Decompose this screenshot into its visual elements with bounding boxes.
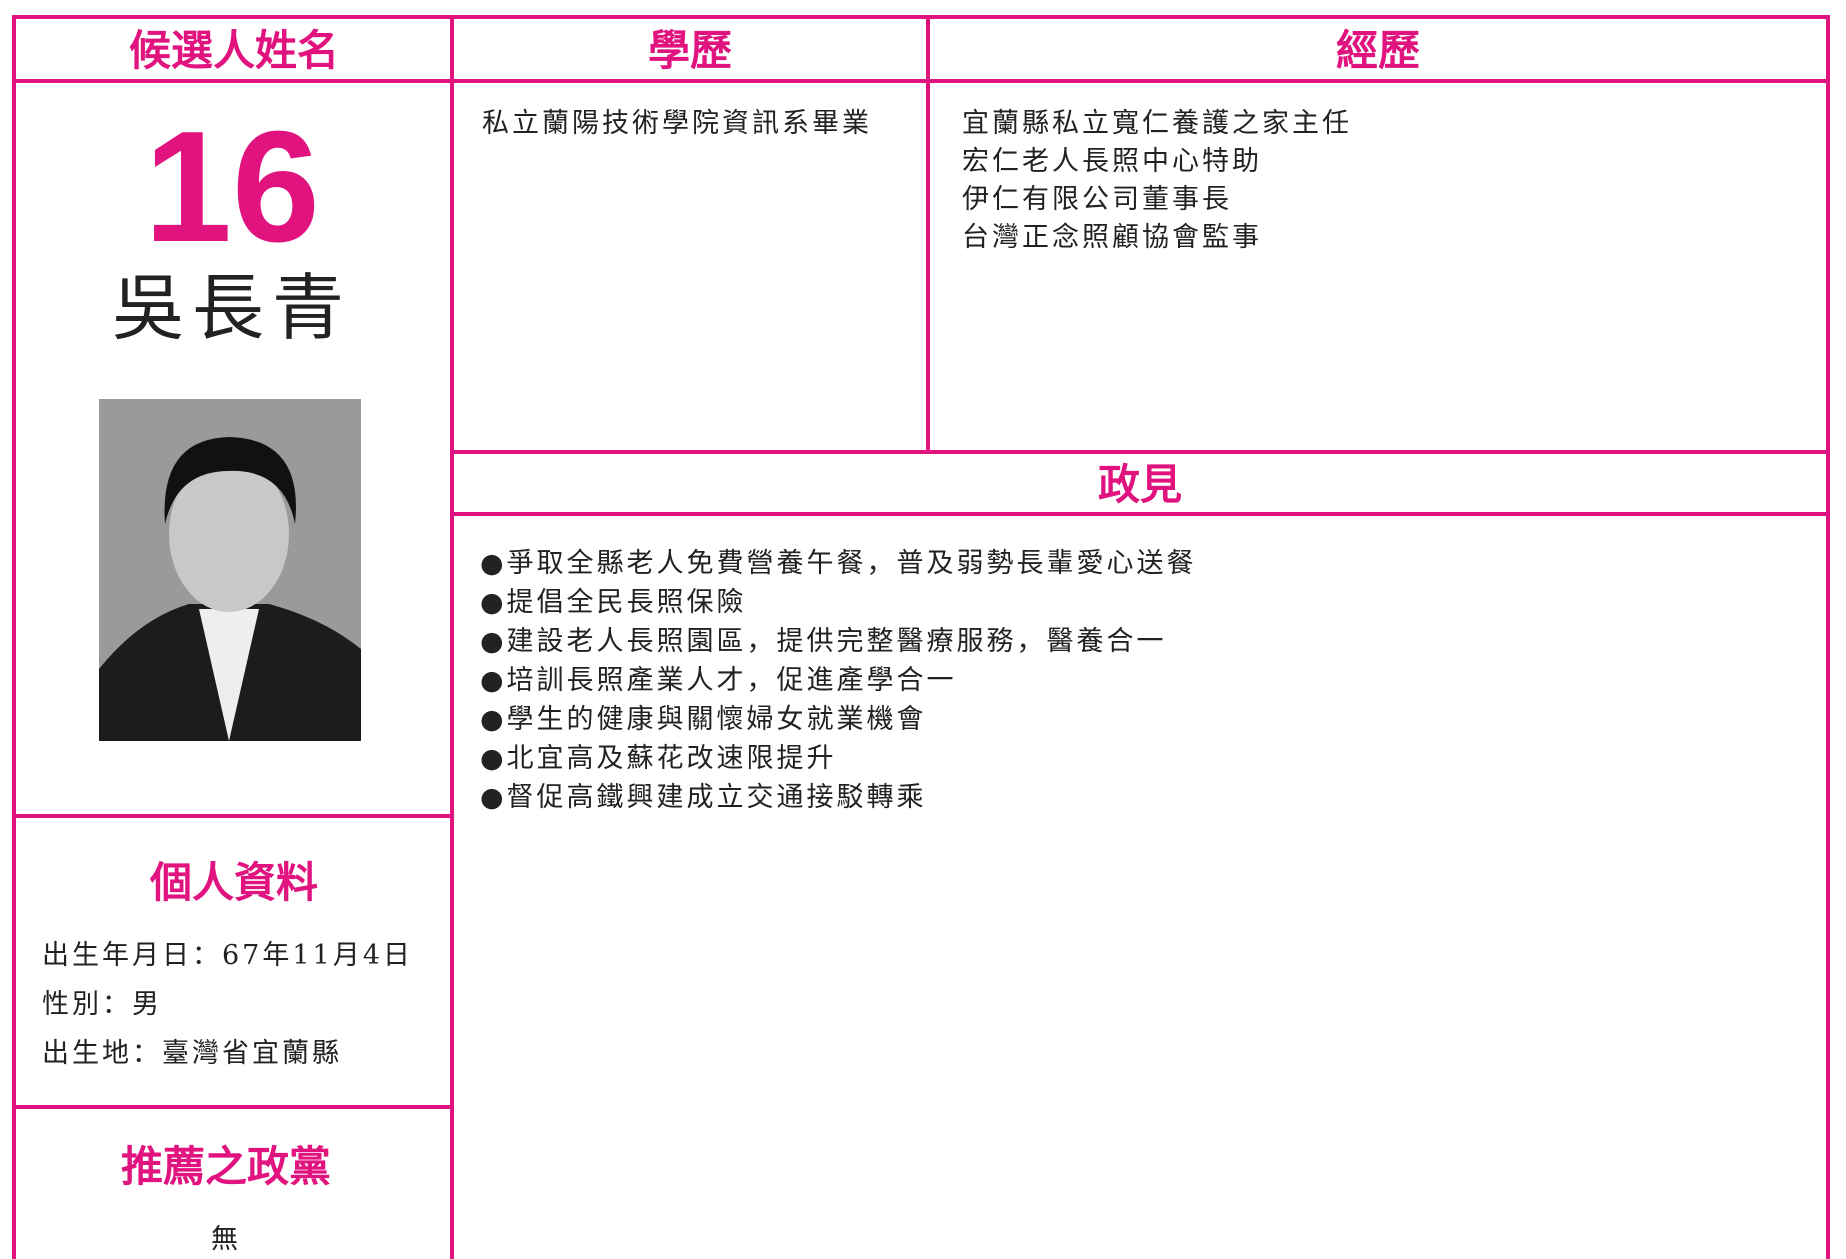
- border: [12, 15, 1830, 19]
- platform-item: ●督促高鐵興建成立交通接駁轉乘: [480, 782, 927, 813]
- personal-item: 出生地：臺灣省宜蘭縣: [42, 1038, 342, 1069]
- section-title: 推薦之政黨: [120, 1142, 331, 1191]
- platform-item: ●建設老人長照園區，提供完整醫療服務，醫養合一: [480, 626, 1167, 657]
- border: [12, 15, 16, 1259]
- header: 經歷: [1335, 26, 1420, 75]
- platform-item: ●提倡全民長照保險: [480, 587, 747, 618]
- experience-item: 伊仁有限公司董事長: [962, 184, 1232, 215]
- border: [12, 79, 1830, 83]
- experience-item: 宜蘭縣私立寬仁養護之家主任: [962, 108, 1352, 139]
- header: 學歷: [647, 26, 732, 75]
- party-value: 無: [211, 1224, 241, 1255]
- border: [450, 450, 1830, 454]
- border: [12, 814, 452, 818]
- education-item: 私立蘭陽技術學院資訊系畢業: [482, 108, 872, 139]
- platform-item: ●北宜高及蘇花改速限提升: [480, 743, 837, 774]
- header: 候選人姓名: [128, 26, 339, 75]
- border: [450, 15, 454, 1259]
- header: 政見: [1097, 460, 1182, 509]
- border: [926, 15, 930, 452]
- candidate-number: 16: [144, 99, 320, 275]
- platform-item: ●爭取全縣老人免費營養午餐，普及弱勢長輩愛心送餐: [480, 548, 1197, 579]
- personal-item: 出生年月日：67年11月4日: [42, 940, 413, 971]
- candidate-name: 吳長青: [111, 266, 352, 350]
- border: [12, 1105, 452, 1109]
- photo: [99, 399, 361, 741]
- personal-item: 性別：男: [42, 989, 162, 1020]
- experience-item: 宏仁老人長照中心特助: [962, 146, 1262, 177]
- border: [450, 512, 1830, 516]
- platform-item: ●培訓長照產業人才，促進產學合一: [480, 665, 957, 696]
- border: [1826, 15, 1830, 1259]
- section-title: 個人資料: [149, 858, 318, 907]
- platform-item: ●學生的健康與關懷婦女就業機會: [480, 704, 927, 735]
- experience-item: 台灣正念照顧協會監事: [962, 222, 1262, 253]
